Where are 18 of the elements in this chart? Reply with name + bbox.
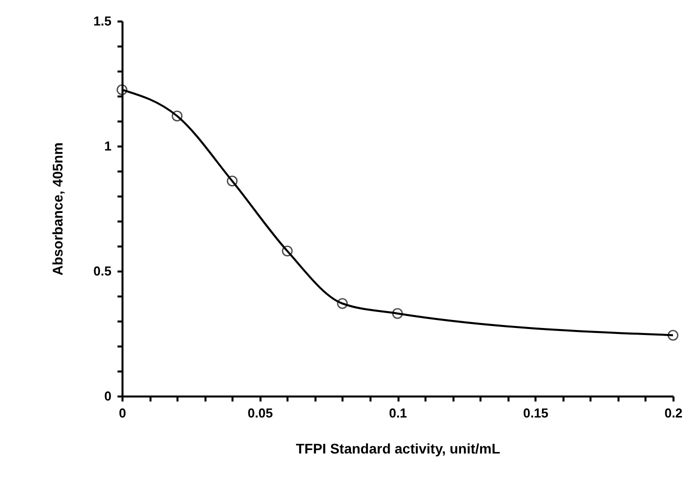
point: [337, 298, 348, 309]
x-tick-label: 0.2: [664, 406, 683, 420]
x-tick-label: 0.1: [388, 406, 408, 420]
x-tick-label: 0.05: [248, 406, 273, 420]
x-tick-label: 0.15: [523, 406, 548, 420]
y-tick-label: 1: [104, 138, 112, 154]
x-axis-title: TFPI Standard activity, unit/mL: [296, 440, 501, 456]
point: [392, 308, 403, 319]
y-tick-label: 0.5: [93, 264, 112, 278]
x-tick-label: 0: [118, 406, 126, 420]
point: [282, 246, 293, 256]
point: [226, 176, 238, 186]
y-axis-title: Absorbance, 405nm: [49, 142, 66, 276]
y-tick-label: 0: [104, 388, 112, 404]
point: [668, 330, 678, 341]
y-tick-label: 1.5: [93, 14, 112, 28]
point: [116, 84, 128, 96]
point: [172, 110, 182, 122]
